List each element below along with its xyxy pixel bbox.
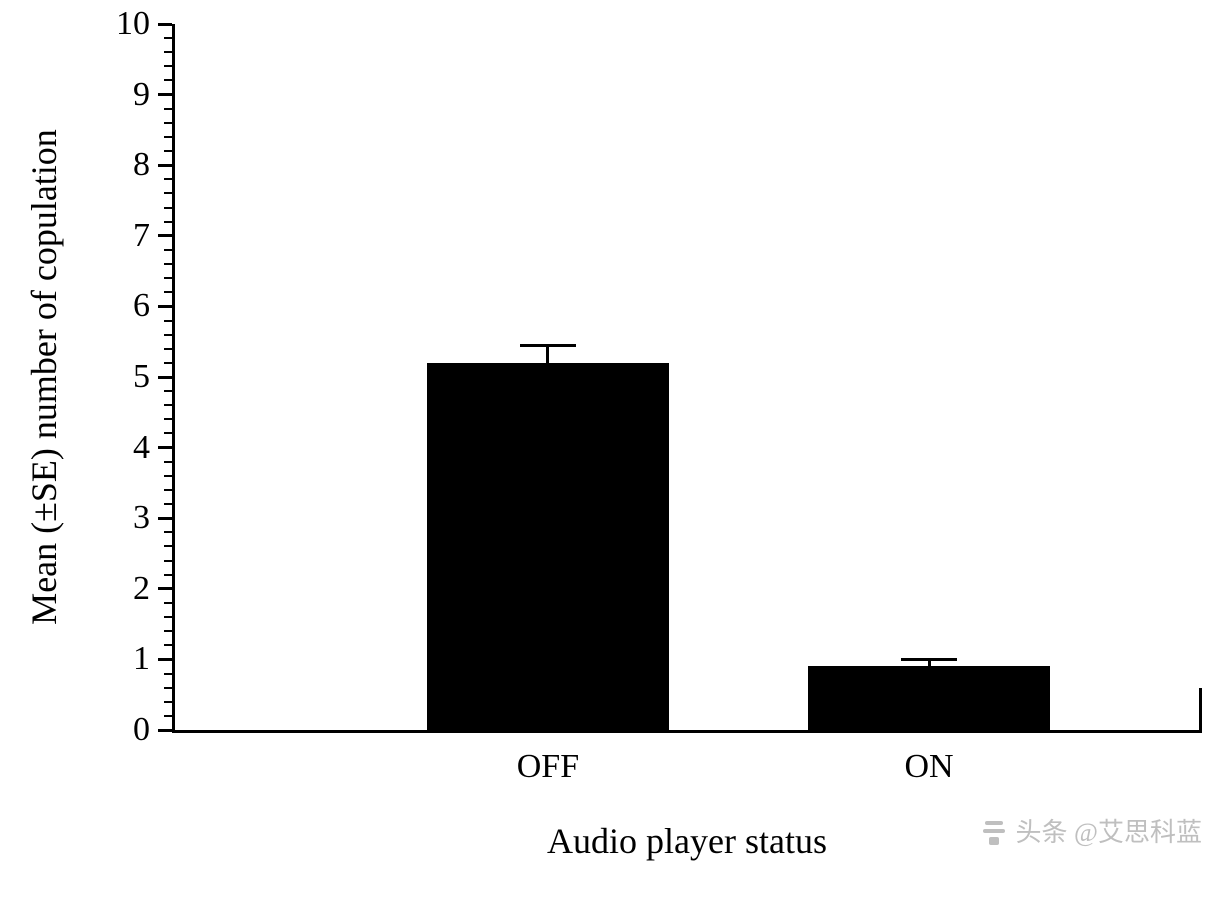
y-minor-tick	[164, 348, 172, 350]
y-minor-tick	[164, 334, 172, 336]
y-minor-tick	[164, 291, 172, 293]
y-tick-label: 10	[0, 5, 150, 43]
y-tick	[158, 376, 172, 379]
y-minor-tick	[164, 602, 172, 604]
y-minor-tick	[164, 644, 172, 646]
y-minor-tick	[164, 531, 172, 533]
y-minor-tick	[164, 37, 172, 39]
x-tick-label: ON	[904, 748, 953, 786]
y-minor-tick	[164, 277, 172, 279]
y-minor-tick	[164, 108, 172, 110]
y-minor-tick	[164, 320, 172, 322]
watermark: 头条 @艾思科蓝	[979, 812, 1202, 854]
y-minor-tick	[164, 475, 172, 477]
y-tick	[158, 23, 172, 26]
y-tick-label: 9	[0, 76, 150, 114]
y-tick	[158, 93, 172, 96]
y-tick	[158, 446, 172, 449]
error-cap	[901, 658, 958, 661]
y-minor-tick	[164, 461, 172, 463]
y-tick	[158, 305, 172, 308]
y-minor-tick	[164, 418, 172, 420]
error-bar	[546, 345, 549, 363]
y-minor-tick	[164, 122, 172, 124]
y-minor-tick	[164, 616, 172, 618]
y-tick-label: 1	[0, 640, 150, 678]
y-minor-tick	[164, 574, 172, 576]
y-minor-tick	[164, 221, 172, 223]
y-minor-tick	[164, 630, 172, 632]
y-minor-tick	[164, 701, 172, 703]
y-minor-tick	[164, 150, 172, 152]
y-minor-tick	[164, 390, 172, 392]
y-minor-tick	[164, 362, 172, 364]
y-tick	[158, 658, 172, 661]
y-minor-tick	[164, 715, 172, 717]
y-tick-label: 3	[0, 499, 150, 537]
y-tick-label: 0	[0, 711, 150, 749]
y-minor-tick	[164, 687, 172, 689]
y-tick	[158, 234, 172, 237]
y-minor-tick	[164, 263, 172, 265]
right-axis-stub	[1199, 688, 1202, 733]
y-minor-tick	[164, 79, 172, 81]
y-minor-tick	[164, 545, 172, 547]
y-axis	[172, 24, 175, 733]
bar	[427, 363, 669, 730]
y-minor-tick	[164, 178, 172, 180]
y-tick-label: 2	[0, 570, 150, 608]
y-minor-tick	[164, 207, 172, 209]
watermark-prefix: 头条	[1016, 818, 1068, 847]
x-tick-label: OFF	[517, 748, 579, 786]
y-minor-tick	[164, 432, 172, 434]
y-minor-tick	[164, 65, 172, 67]
x-axis	[172, 730, 1202, 733]
y-minor-tick	[164, 503, 172, 505]
y-minor-tick	[164, 249, 172, 251]
y-tick-label: 4	[0, 429, 150, 467]
y-tick-label: 5	[0, 358, 150, 396]
y-minor-tick	[164, 673, 172, 675]
watermark-icon	[979, 817, 1009, 854]
y-tick	[158, 729, 172, 732]
error-cap	[520, 344, 577, 347]
y-minor-tick	[164, 489, 172, 491]
y-minor-tick	[164, 136, 172, 138]
y-minor-tick	[164, 404, 172, 406]
plot-area	[172, 24, 1202, 730]
y-tick-label: 6	[0, 287, 150, 325]
y-minor-tick	[164, 560, 172, 562]
y-minor-tick	[164, 51, 172, 53]
y-tick	[158, 587, 172, 590]
y-tick-label: 8	[0, 146, 150, 184]
y-tick	[158, 517, 172, 520]
x-axis-title: Audio player status	[547, 820, 827, 862]
y-tick	[158, 164, 172, 167]
watermark-text: @艾思科蓝	[1074, 818, 1202, 847]
y-minor-tick	[164, 192, 172, 194]
bar	[808, 666, 1050, 730]
y-tick-label: 7	[0, 217, 150, 255]
